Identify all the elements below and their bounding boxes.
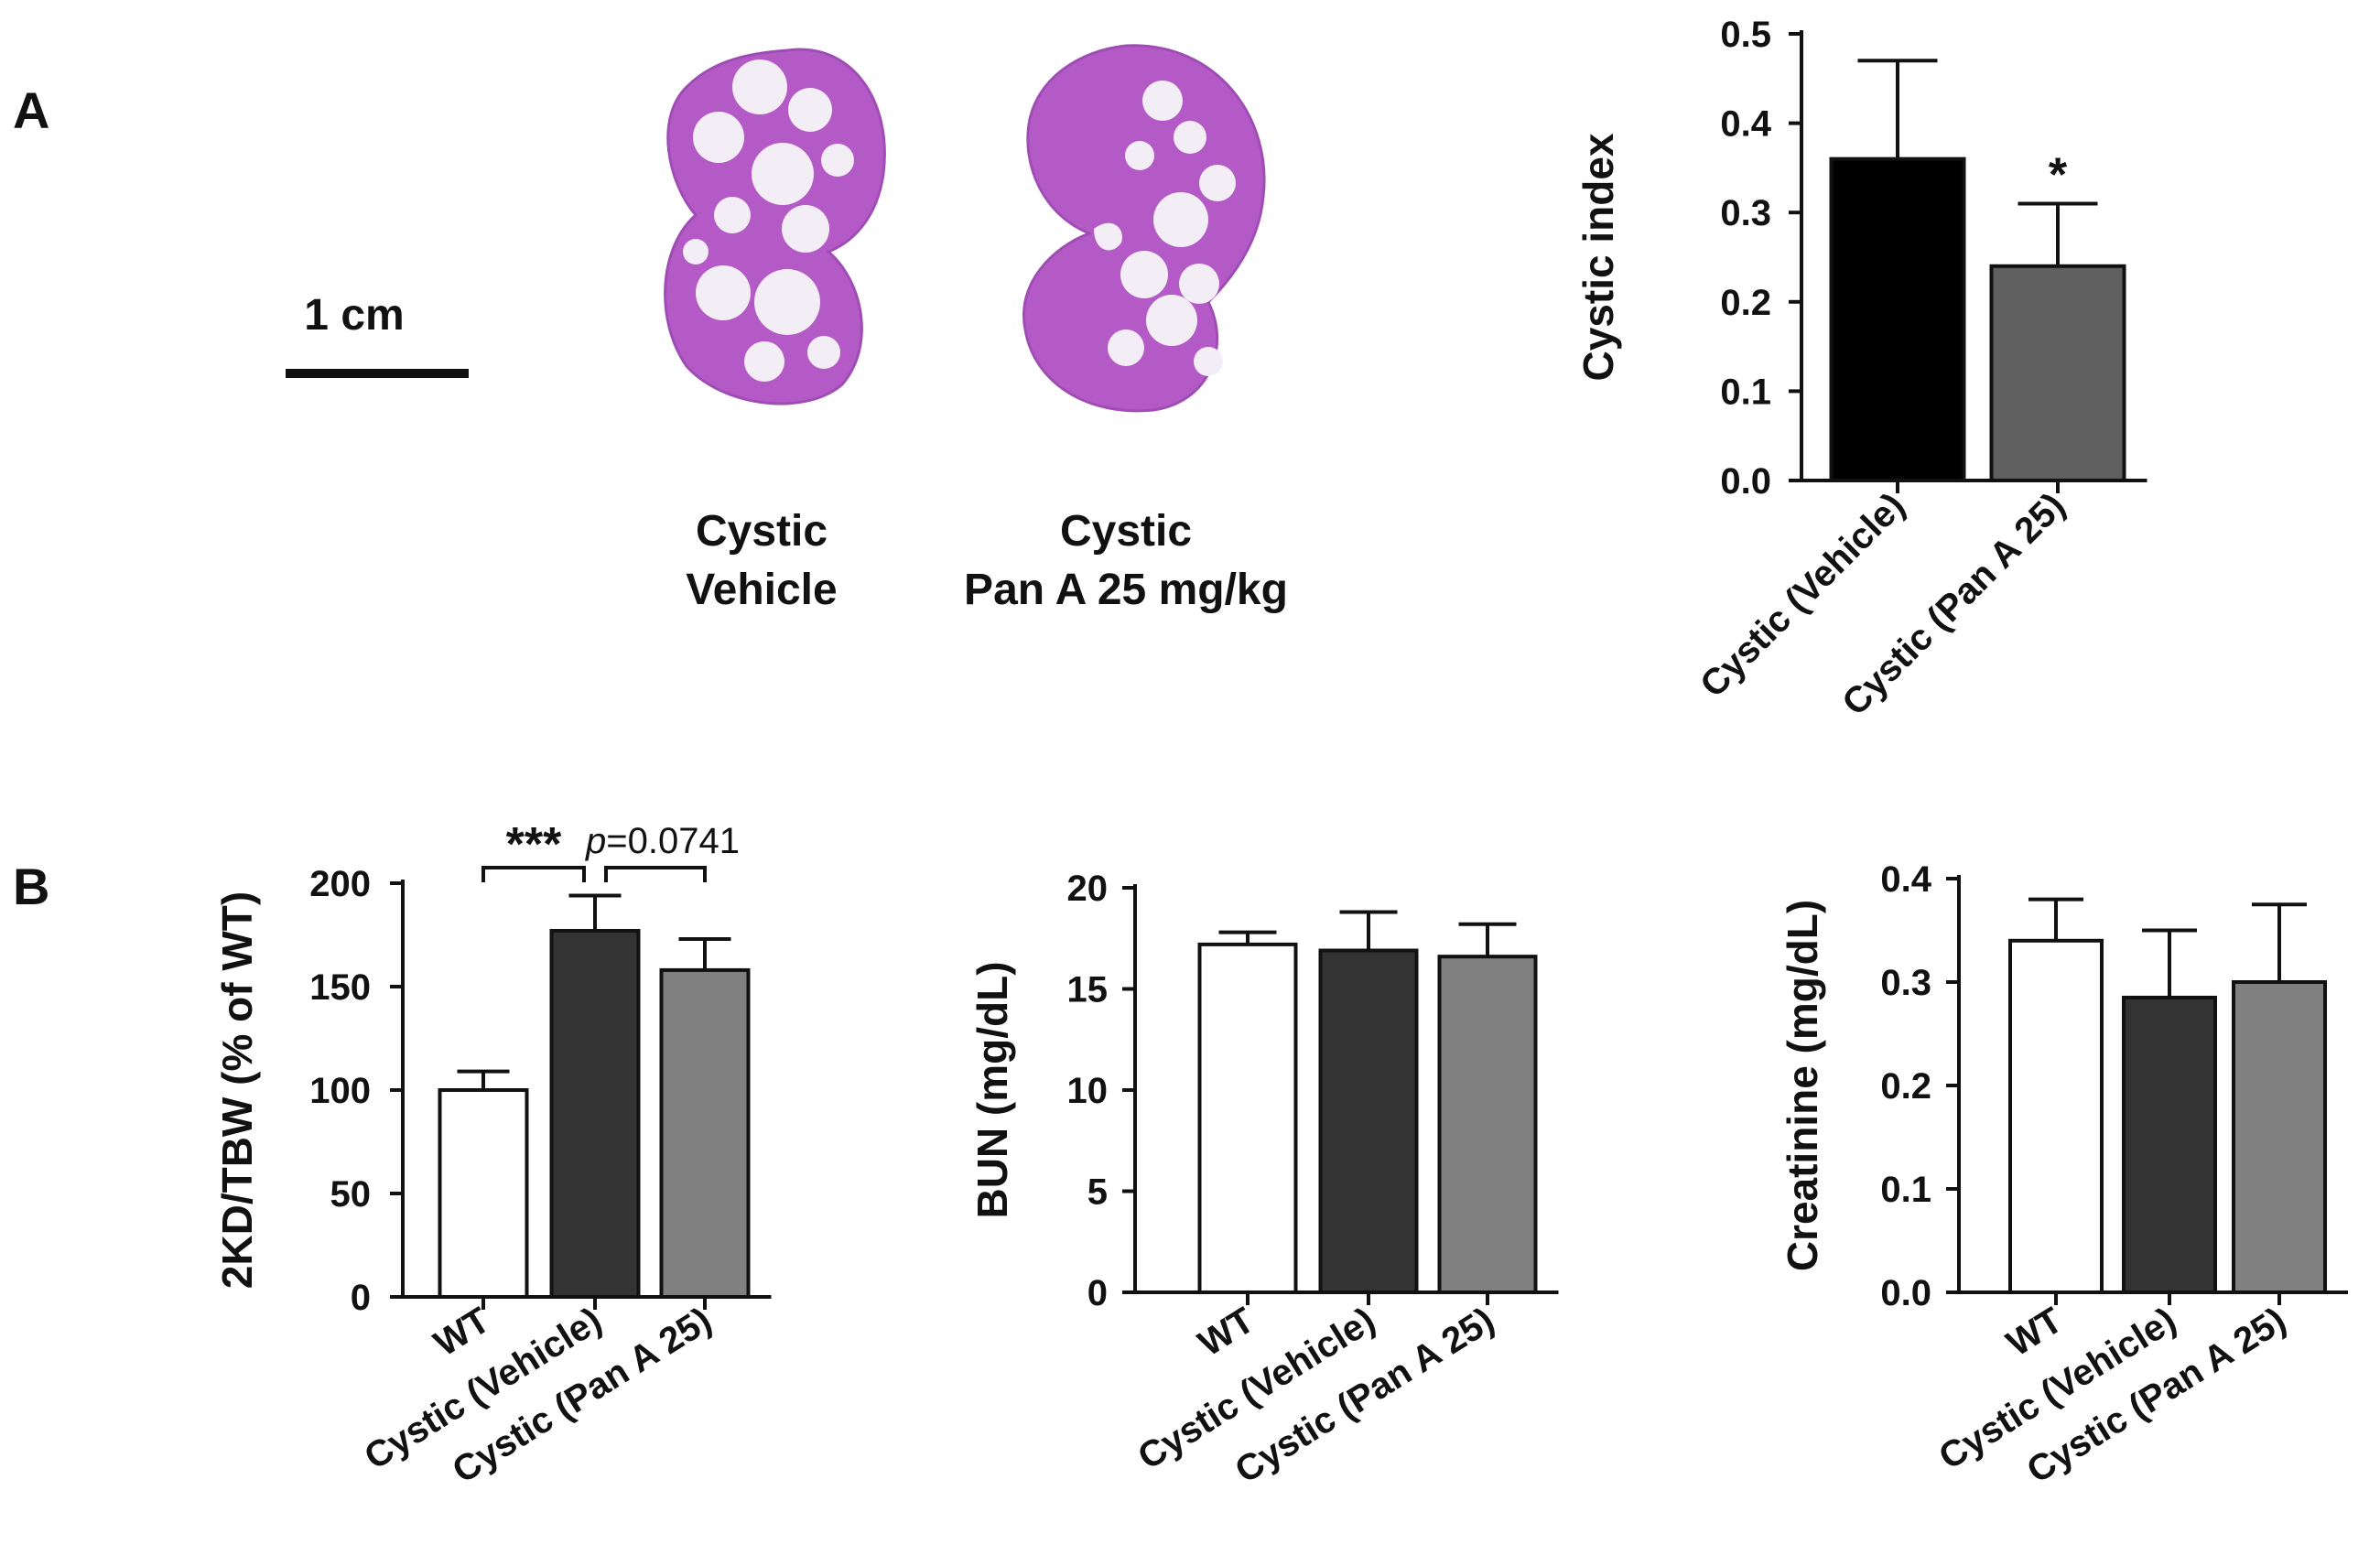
kidney-weight-y-axis-label: 2KD/TBW (% of WT) [213,891,261,1289]
cystic-index-significance-star: * [2049,148,2068,201]
bun-ytick-label-3: 15 [1067,970,1109,1010]
kidney-weight-ytick-label-4: 200 [309,864,371,904]
kidney-weight-bar-wt [438,1088,529,1299]
kidney-weight-ytick-label-1: 50 [330,1174,372,1215]
creatinine-ytick-label-2: 0.2 [1880,1066,1931,1107]
cystic-index-ytick-label-3: 0.3 [1720,193,1771,233]
kidney-section-vehicle-image [664,48,886,405]
kidney-weight-significance-stars: *** [506,818,562,871]
kidney-weight-bracket-1 [604,866,707,882]
creatinine-ytick-label-4: 0.4 [1880,859,1931,900]
creatinine-bar-wt [2008,938,2104,1295]
kidney-weight-ytick-label-0: 0 [351,1278,371,1318]
kidney-weight-bracket-0 [481,866,586,882]
kidney-weight-bar-cystic-pan-a-25 [659,967,751,1300]
kidney-weight-bar-cystic-vehicle [549,928,641,1299]
kidney-caption-2-line2: Pan A 25 mg/kg [964,566,1288,614]
creatinine-bar-cystic-vehicle [2122,995,2217,1294]
cystic-index-ytick-label-0: 0.0 [1720,461,1771,502]
creatinine-y-axis-label: Creatinine (mg/dL) [1779,900,1826,1271]
scale-bar-label: 1 cm [304,291,404,340]
cystic-index-bar-cystic-vehicle [1829,157,1966,482]
scale-bar: 1 cm [286,291,469,378]
creatinine-ytick-label-3: 0.3 [1880,963,1931,1003]
bun-bar-cystic-pan-a-25 [1437,955,1538,1294]
cystic-index-ytick-label-1: 0.1 [1720,372,1771,412]
cystic-index-ytick-label-5: 0.5 [1720,15,1771,55]
kidney-section-pan-a-image [1022,44,1266,413]
bun-category-label-wt: WT [1192,1300,1261,1364]
bun-bar-wt [1197,942,1298,1294]
kidney-caption-1-line2: Vehicle [686,566,837,614]
kidney-caption-1-line1: Cystic [696,507,828,556]
kidney-weight-category-label-wt: WT [427,1300,497,1364]
bun-ytick-label-0: 0 [1087,1273,1108,1313]
bun-ytick-label-1: 5 [1087,1172,1108,1213]
kidney-caption-2-line1: Cystic [1060,507,1192,556]
cystic-index-ytick-label-4: 0.4 [1720,104,1771,145]
creatinine-ytick-label-0: 0.0 [1880,1273,1931,1313]
kidney-weight-p-value-italic: p [585,821,606,861]
cystic-index-bar-cystic-pan-a-25 [1989,264,2126,483]
kidney-weight-ytick-label-2: 100 [309,1071,371,1111]
panel-label-b: B [13,858,49,915]
panel-label-a: A [13,81,49,139]
cystic-index-y-axis-label: Cystic index [1574,133,1622,381]
creatinine-ytick-label-1: 0.1 [1880,1170,1931,1210]
cystic-index-ytick-label-2: 0.2 [1720,283,1771,323]
creatinine-bar-cystic-pan-a-25 [2232,980,2327,1294]
creatinine-category-label-wt: WT [2000,1300,2070,1364]
bun-ytick-label-4: 20 [1067,869,1109,909]
bun-y-axis-label: BUN (mg/dL) [968,961,1016,1218]
kidney-weight-p-value-number: =0.0741 [606,821,740,861]
kidney-weight-p-value: p=0.0741 [585,821,740,861]
bun-ytick-label-2: 10 [1067,1071,1109,1111]
bun-bar-cystic-vehicle [1318,948,1419,1294]
kidney-weight-ytick-label-3: 150 [309,967,371,1008]
